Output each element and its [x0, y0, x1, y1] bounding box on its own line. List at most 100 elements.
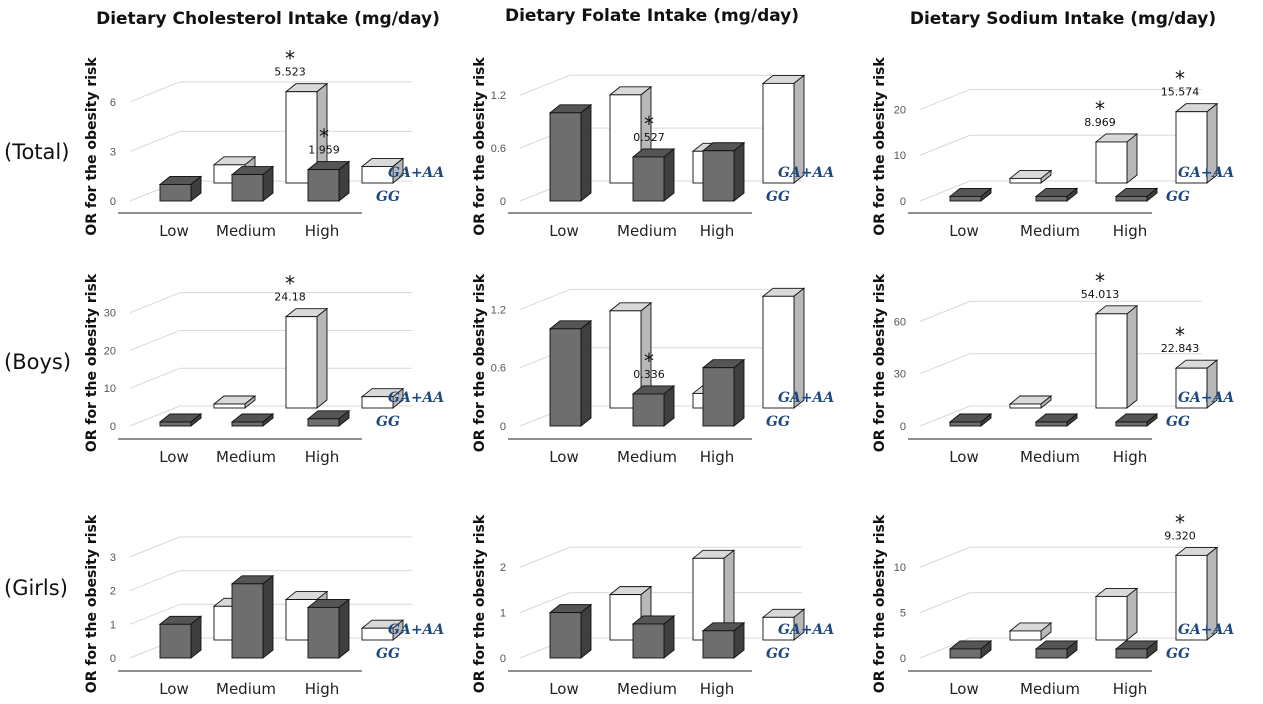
- panel-1-2-bar-gg-medium: [631, 147, 676, 202]
- panel-1-2-ytick: 0: [500, 196, 506, 208]
- panel-3-3-bar-ga-aa-medium: [1094, 587, 1139, 641]
- panel-3-2-bar-gg-low-side: [580, 603, 592, 659]
- panel-2-3-bar-ga-aa-low-front: [1009, 403, 1042, 409]
- column-title-cholesterol: Dietary Cholesterol Intake (mg/day): [96, 9, 440, 29]
- panel-3-2-bar-gg-low: [548, 603, 593, 659]
- panel-3-3-grid-diag: [919, 592, 971, 614]
- panel-2-1-ylabel: OR for the obesity risk: [84, 273, 100, 452]
- panel-2-1-ytick: 0: [110, 421, 116, 433]
- panel-1-2-bar-gg-low-side: [580, 103, 592, 202]
- panel-3-1-xtick-low: Low: [159, 680, 189, 698]
- panel-3-3-bar-gg-medium-front: [1035, 648, 1068, 659]
- panel-1-3-xtick-low: Low: [949, 222, 979, 240]
- panel-3-3-bar-gg-low: [948, 639, 993, 659]
- panel-3-2-bar-ga-aa-high-front: [762, 616, 795, 641]
- panel-1-2-grid-diag: [519, 74, 571, 96]
- panel-3-2-ylabel: OR for the obesity risk: [472, 514, 488, 693]
- panel-1-3-bar-ga-aa-low-front: [1009, 177, 1042, 184]
- panel-1-2-xtick-low: Low: [549, 222, 579, 240]
- panel-1-3-significance-star-medium: *: [1095, 97, 1105, 121]
- panel-2-3-bar-ga-aa-low: [1008, 395, 1053, 409]
- panel-2-3-grid-diag: [919, 353, 971, 375]
- panel-2-2-ytick: 0.6: [491, 363, 506, 375]
- panel-1-2-bar-ga-aa-high-front: [762, 82, 795, 184]
- row-label-girls: (Girls): [4, 576, 68, 600]
- panel-1-3-legend-ga-aa: GA+AA: [1178, 165, 1234, 181]
- panel-2-2-bar-gg-high-front: [702, 367, 735, 427]
- panel-1-1-significance-star-medium: *: [285, 47, 295, 71]
- column-title-folate: Dietary Folate Intake (mg/day): [505, 6, 799, 26]
- panel-3-1-bar-gg-high-front: [307, 606, 340, 659]
- panel-1-3-grid-diag: [919, 180, 971, 202]
- row-label-total: (Total): [4, 140, 69, 164]
- panel-1-3-bar-gg-medium: [1034, 187, 1079, 202]
- panel-2-3-significance-star-high: *: [1175, 323, 1185, 347]
- panel-1-2-ylabel: OR for the obesity risk: [472, 57, 488, 236]
- panel-2-2-bar-ga-aa-high: [761, 287, 806, 409]
- panel-3-1-bar-gg-medium: [230, 574, 275, 659]
- panel-2-1-bar-ga-aa-low-front: [213, 403, 246, 409]
- panel-3-1-bar-gg-low: [158, 615, 203, 659]
- panel-3-3-grid-diag: [919, 546, 971, 568]
- panel-2-1-bar-ga-aa-low: [212, 395, 257, 409]
- panel-3-1-bar-ga-aa-high: [360, 619, 405, 641]
- panel-2-1-bar-ga-aa-medium-front: [285, 316, 318, 409]
- panel-1-3-grid-diag: [919, 134, 971, 156]
- panel-3-2-xtick-medium: Medium: [617, 680, 677, 698]
- panel-3-3-ytick: 0: [900, 653, 906, 665]
- panel-2-3-ylabel: OR for the obesity risk: [872, 273, 888, 452]
- panel-3-1-ytick: 2: [110, 586, 116, 598]
- panel-1-1-grid-diag: [129, 81, 181, 103]
- panel-2-2-bar-gg-low: [548, 319, 593, 427]
- panel-3-2-bar-gg-high-front: [702, 630, 735, 659]
- panel-2-3-legend-gg: GG: [1166, 414, 1190, 430]
- panel-3-2-bar-ga-aa-high: [761, 608, 806, 641]
- panel-1-3-xtick-high: High: [1113, 222, 1147, 240]
- panel-1-3-ylabel: OR for the obesity risk: [872, 57, 888, 236]
- panel-1-1-xtick-medium: Medium: [216, 222, 276, 240]
- panel-2-1-legend-ga-aa: GA+AA: [388, 390, 444, 406]
- panel-3-1-ytick: 1: [110, 619, 116, 631]
- panel-1-2-bar-gg-low: [548, 103, 593, 202]
- panel-1-2-bar-gg-high: [701, 141, 746, 202]
- panel-3-2-legend-gg: GG: [766, 646, 790, 662]
- panel-2-1-grid-diag: [129, 367, 181, 389]
- panel-1-1-legend-ga-aa: GA+AA: [388, 165, 444, 181]
- panel-1-1-bar-gg-low: [158, 175, 203, 202]
- panel-2-2-ytick: 0: [500, 421, 506, 433]
- panel-2-3-ytick: 60: [894, 316, 906, 328]
- panel-3-1: OR for the obesity risk 0 1 2 3 Low Medium High…: [84, 514, 444, 698]
- panel-3-3-significance-star-high: *: [1175, 510, 1185, 534]
- panel-2-2-bar-gg-high: [701, 358, 746, 427]
- panel-2-3-value-label-medium: 54.013: [1081, 288, 1120, 301]
- panel-2-1-bar-gg-low-front: [159, 421, 192, 427]
- panel-3-3-legend-ga-aa: GA+AA: [1178, 622, 1234, 638]
- panel-2-3-bar-gg-low-front: [949, 421, 982, 427]
- panel-2-3-grid-diag: [919, 405, 971, 427]
- panel-3-3-xtick-high: High: [1113, 680, 1147, 698]
- panel-2-1-xtick-high: High: [305, 448, 339, 466]
- panel-2-1-bar-gg-high: [306, 409, 351, 427]
- panel-1-1-legend-gg: GG: [376, 189, 400, 205]
- panel-3-1-bar-ga-aa-high-front: [361, 627, 394, 641]
- panel-2-2-bar-gg-high-side: [733, 358, 745, 427]
- panel-2-2-bar-gg-medium-front: [632, 393, 665, 427]
- panel-3-3-ytick: 10: [894, 562, 906, 574]
- panel-3-3-bar-ga-aa-high-front: [1175, 554, 1208, 641]
- panel-1-1: OR for the obesity risk 0 3 6 Low Medium High 5…: [84, 47, 444, 240]
- panel-1-3-bar-gg-high-front: [1115, 195, 1148, 202]
- panel-3-3-bar-ga-aa-low-front: [1009, 630, 1042, 641]
- panel-2-1-ytick: 20: [104, 345, 116, 357]
- panel-3-3-xtick-low: Low: [949, 680, 979, 698]
- panel-3-3-bar-gg-high-front: [1115, 648, 1148, 659]
- panel-1-3-bar-ga-aa-low: [1008, 169, 1053, 184]
- panel-3-2-grid-diag: [519, 592, 571, 614]
- panel-3-1-legend-ga-aa: GA+AA: [388, 622, 444, 638]
- panel-2-3-ytick: 0: [900, 421, 906, 433]
- panel-2-3-ytick: 30: [894, 369, 906, 381]
- panel-3-3-legend-gg: GG: [1166, 646, 1190, 662]
- panel-3-1-bar-gg-high: [306, 598, 351, 659]
- panel-1-3-xtick-medium: Medium: [1020, 222, 1080, 240]
- panel-2-2-xtick-medium: Medium: [617, 448, 677, 466]
- row-label-boys: (Boys): [4, 350, 71, 374]
